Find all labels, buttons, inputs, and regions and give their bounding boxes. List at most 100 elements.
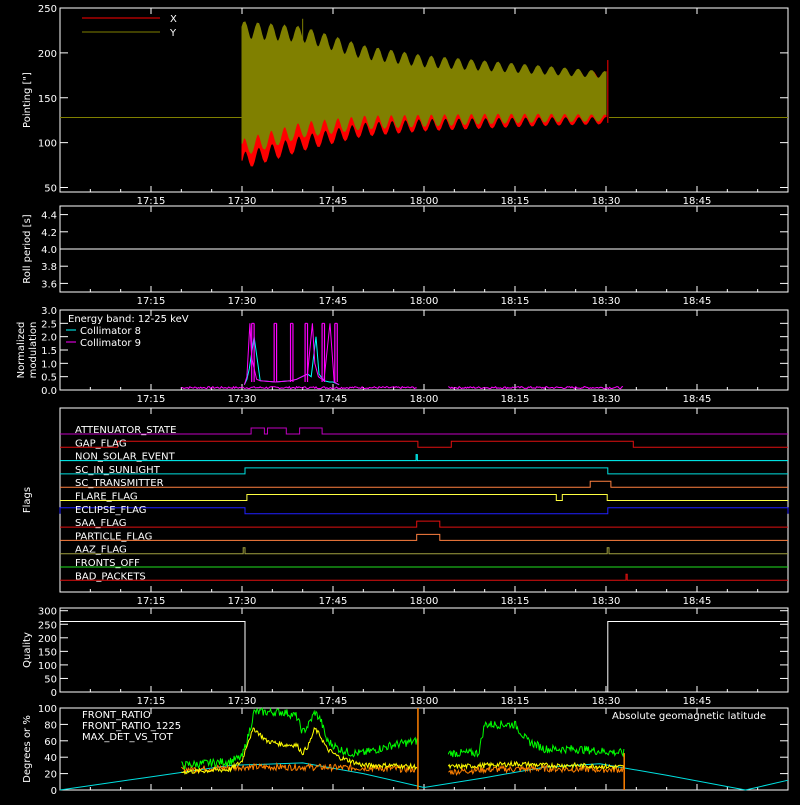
flag-label: NON_SOLAR_EVENT — [75, 452, 176, 463]
quality-xtick-label: 18:00 — [410, 696, 439, 707]
roll-ytick-label: 4.4 — [41, 211, 57, 222]
pointing-xtick-label: 18:15 — [501, 196, 530, 207]
flags-xtick-label: 18:45 — [683, 596, 712, 607]
flags-xtick-label: 18:30 — [592, 596, 621, 607]
flag-line-particle-flag — [60, 533, 788, 541]
quality-ytick-label: 150 — [38, 647, 57, 658]
modulation-ytick-label: 3.0 — [41, 306, 57, 317]
modulation-legend-title: Energy band: 12-25 keV — [68, 314, 189, 325]
roll-xtick-label: 18:00 — [410, 296, 439, 307]
quality-frame — [59, 607, 789, 693]
modulation-xtick-label: 17:45 — [319, 394, 348, 405]
roll-xtick-label: 18:45 — [683, 296, 712, 307]
pointing-ytick-label: 50 — [44, 184, 57, 195]
pointing-y-band — [241, 21, 607, 155]
roll-ytick-label: 4.2 — [41, 228, 57, 239]
flag-line-attenuator-state — [60, 427, 788, 435]
flag-label: BAD_PACKETS — [75, 571, 146, 582]
modulation-xtick-label: 18:15 — [501, 394, 530, 405]
flag-label: FRONTS_OFF — [75, 558, 140, 569]
flag-label: SAA_FLAG — [75, 518, 126, 529]
front-ratio-line — [181, 726, 418, 775]
flag-line-non-solar-event — [60, 454, 788, 462]
modulation-ylabel: modulation — [28, 322, 39, 379]
modulation-baseline — [181, 385, 417, 390]
flag-label: PARTICLE_FLAG — [75, 531, 152, 542]
pointing-xtick-label: 18:30 — [592, 196, 621, 207]
ratio-ytick-label: 20 — [44, 770, 57, 781]
quality-ytick-label: 50 — [44, 674, 57, 685]
modulation-ytick-label: 0.0 — [41, 386, 57, 397]
roll-xtick-label: 17:45 — [319, 296, 348, 307]
quality-ytick-label: 200 — [38, 634, 57, 645]
modulation-ytick-label: 0.5 — [41, 373, 57, 384]
legend-y-label: Y — [169, 28, 177, 39]
ratio-ytick-label: 0 — [51, 786, 57, 797]
modulation-ytick-label: 2.5 — [41, 319, 57, 330]
flag-line-sc-transmitter — [60, 480, 788, 488]
flag-label: SC_IN_SUNLIGHT — [75, 465, 161, 476]
pointing-xtick-label: 18:45 — [683, 196, 712, 207]
legend-c8-label: Collimator 8 — [80, 326, 141, 337]
roll-ytick-label: 3.8 — [41, 262, 57, 273]
ratio-ylabel: Degrees or % — [22, 715, 33, 783]
flag-line-aaz-flag — [60, 547, 788, 555]
modulation-ytick-label: 1.5 — [41, 346, 57, 357]
quality-ytick-label: 300 — [38, 607, 57, 618]
flag-label: ATTENUATOR_STATE — [75, 425, 176, 436]
roll-xtick-label: 17:15 — [137, 296, 166, 307]
roll-ytick-label: 3.6 — [41, 279, 57, 290]
ratio-ytick-label: 80 — [44, 720, 57, 731]
front-ratio-1225-line — [447, 720, 625, 758]
modulation-xtick-label: 18:00 — [410, 394, 439, 405]
pointing-xtick-label: 17:30 — [228, 196, 257, 207]
quality-ytick-label: 250 — [38, 620, 57, 631]
legend-c9-label: Collimator 9 — [80, 338, 141, 349]
flag-line-gap-flag — [60, 440, 788, 448]
quality-xtick-label: 17:15 — [137, 696, 166, 707]
roll-ytick-label: 4.0 — [41, 245, 57, 256]
flag-line-bad-packets — [60, 573, 788, 581]
flags-xtick-label: 18:00 — [410, 596, 439, 607]
flags-xtick-label: 17:45 — [319, 596, 348, 607]
pointing-ytick-label: 100 — [38, 139, 57, 150]
legend-geomagnetic-latitude: Absolute geomagnetic latitude — [612, 711, 766, 722]
legend-front-ratio: FRONT_RATIO — [82, 710, 151, 721]
quality-xtick-label: 18:30 — [592, 696, 621, 707]
quality-ylabel: Quality — [22, 632, 33, 668]
flag-line-eclipse-flag — [59, 507, 789, 515]
pointing-xtick-label: 17:45 — [319, 196, 348, 207]
ratio-ytick-label: 60 — [44, 737, 57, 748]
flag-label: AAZ_FLAG — [75, 545, 127, 556]
pointing-xtick-label: 17:15 — [137, 196, 166, 207]
roll-xtick-label: 17:30 — [228, 296, 257, 307]
pointing-ylabel: Pointing ["] — [22, 72, 33, 128]
flags-ylabel: Flags — [22, 487, 33, 513]
modulation-xtick-label: 18:45 — [683, 394, 712, 405]
roll-ylabel: Roll period [s] — [22, 214, 33, 283]
flag-line-flare-flag — [60, 494, 788, 501]
quality-ytick-label: 0 — [51, 688, 57, 699]
quality-xtick-label: 18:45 — [683, 696, 712, 707]
modulation-xtick-label: 17:15 — [137, 394, 166, 405]
flag-line-sc-in-sunlight — [60, 467, 788, 475]
quality-xtick-label: 17:45 — [319, 696, 348, 707]
legend-max-det: MAX_DET_VS_TOT — [82, 732, 174, 743]
modulation-xtick-label: 17:30 — [228, 394, 257, 405]
flag-line-saa-flag — [60, 520, 788, 528]
pointing-xtick-label: 18:00 — [410, 196, 439, 207]
front-ratio-line — [447, 759, 625, 770]
roll-xtick-label: 18:30 — [592, 296, 621, 307]
modulation-ylabel: Normalized — [16, 322, 27, 379]
ratio-ytick-label: 100 — [38, 704, 57, 715]
flags-xtick-label: 17:15 — [137, 596, 166, 607]
flag-label: ECLIPSE_FLAG — [75, 505, 146, 516]
modulation-xtick-label: 18:30 — [592, 394, 621, 405]
legend-x-label: X — [170, 14, 177, 25]
modulation-ytick-label: 2.0 — [41, 333, 57, 344]
quality-line — [60, 621, 788, 693]
flag-label: GAP_FLAG — [75, 438, 127, 449]
legend-front-ratio-1225: FRONT_RATIO_1225 — [82, 721, 181, 732]
max-det-vs-tot-line — [448, 764, 625, 776]
